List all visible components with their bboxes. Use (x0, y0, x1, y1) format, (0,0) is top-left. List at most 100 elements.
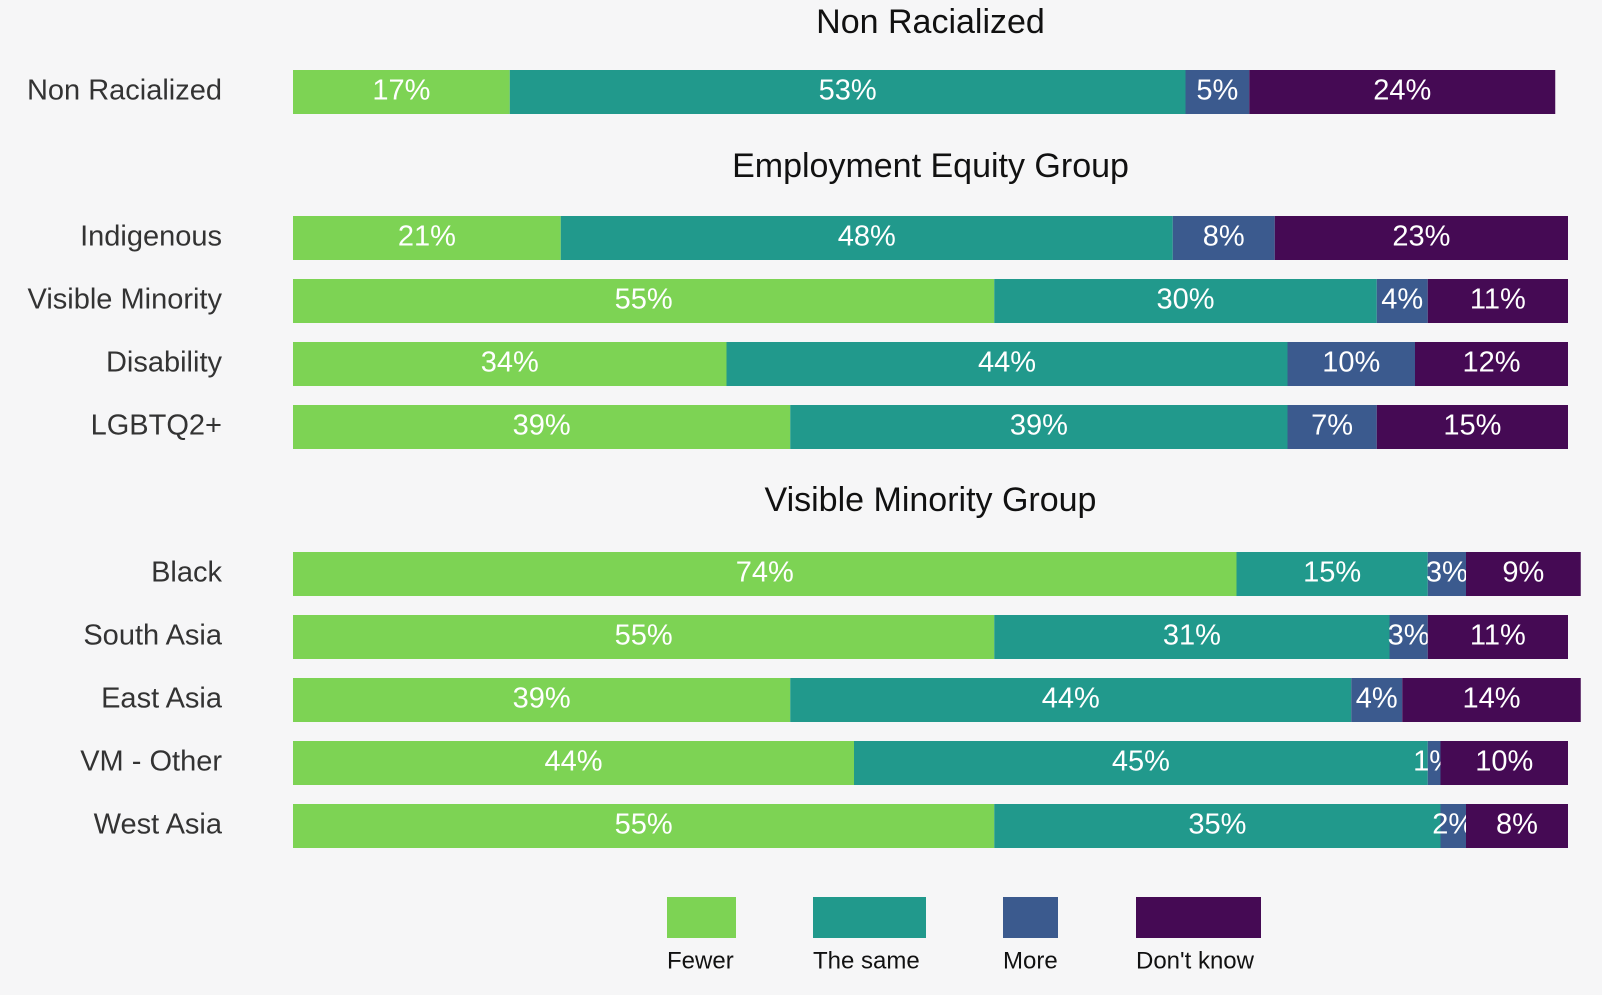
bar-segment (293, 70, 510, 114)
value-label: 8% (1203, 221, 1245, 253)
bar-segment (1440, 741, 1568, 785)
value-label: 4% (1381, 284, 1423, 316)
value-label: 15% (1443, 410, 1501, 442)
value-label: 55% (615, 809, 673, 841)
value-label: 55% (615, 284, 673, 316)
value-label: 44% (544, 746, 602, 778)
legend-swatch (1136, 897, 1261, 938)
value-label: 15% (1303, 557, 1361, 589)
bar-segment (1185, 70, 1250, 114)
value-label: 11% (1470, 620, 1526, 652)
bar-segment (994, 279, 1377, 323)
value-label: 8% (1496, 809, 1538, 841)
group-title: Employment Equity Group (732, 147, 1129, 185)
bar-segment (1249, 70, 1556, 114)
value-label: 9% (1502, 557, 1544, 589)
bar-segment (1402, 678, 1581, 722)
value-label: 30% (1156, 284, 1214, 316)
bar-segment (854, 741, 1428, 785)
bar-segment (293, 342, 727, 386)
legend-label: The same (813, 947, 920, 974)
value-label: 39% (1010, 410, 1068, 442)
bar-segment (1376, 279, 1428, 323)
bar-segment (293, 741, 854, 785)
category-label: East Asia (101, 683, 223, 715)
value-label: 24% (1373, 75, 1431, 107)
category-label: Non Racialized (27, 75, 222, 107)
bar-segment (293, 678, 791, 722)
value-label: 5% (1196, 75, 1238, 107)
value-label: 11% (1470, 284, 1526, 316)
bar-segment (293, 804, 995, 848)
value-label: 23% (1392, 221, 1450, 253)
bar-segment (293, 552, 1237, 596)
value-label: 17% (372, 75, 430, 107)
value-label: 39% (513, 410, 571, 442)
value-label: 10% (1475, 746, 1533, 778)
value-label: 35% (1188, 809, 1246, 841)
bar-segment (994, 804, 1441, 848)
group-title: Visible Minority Group (765, 481, 1097, 519)
bar-segment (1440, 804, 1466, 848)
legend-swatch (813, 897, 926, 938)
value-label: 34% (481, 347, 539, 379)
bar-segment (1274, 216, 1568, 260)
value-label: 4% (1356, 683, 1398, 715)
value-label: 39% (513, 683, 571, 715)
value-label: 12% (1462, 347, 1520, 379)
bar-segment (1427, 552, 1466, 596)
bar-segment (1427, 741, 1441, 785)
bar-segment (1351, 678, 1403, 722)
bar-segment (1172, 216, 1275, 260)
legend-label: Don't know (1136, 947, 1255, 974)
value-label: 45% (1112, 746, 1170, 778)
group-title: Non Racialized (816, 3, 1045, 41)
bar-segment (1236, 552, 1428, 596)
value-label: 74% (736, 557, 794, 589)
bar-segment (1287, 342, 1415, 386)
bar-segment (1427, 615, 1568, 659)
category-label: VM - Other (80, 746, 222, 778)
category-label: South Asia (83, 620, 223, 652)
value-label: 7% (1311, 410, 1353, 442)
bar-segment (790, 405, 1288, 449)
category-label: LGBTQ2+ (91, 410, 222, 442)
category-label: West Asia (94, 809, 223, 841)
bar-segment (1376, 405, 1568, 449)
value-label: 3% (1388, 620, 1430, 652)
bar-segment (1287, 405, 1377, 449)
value-label: 48% (838, 221, 896, 253)
bar-segment (293, 216, 561, 260)
bar-segment (293, 405, 791, 449)
legend-swatch (1003, 897, 1058, 938)
bar-segment (293, 615, 995, 659)
category-label: Indigenous (80, 221, 222, 253)
legend-label: Fewer (667, 947, 734, 974)
legend-label: More (1003, 947, 1058, 974)
bar-segment (994, 615, 1390, 659)
bar-segment (509, 70, 1186, 114)
category-label: Visible Minority (28, 284, 223, 316)
value-label: 44% (1042, 683, 1100, 715)
category-label: Disability (106, 347, 223, 379)
value-label: 10% (1322, 347, 1380, 379)
bar-segment (726, 342, 1288, 386)
value-label: 21% (398, 221, 456, 253)
bar-segment (1466, 552, 1581, 596)
bar-segment (1427, 279, 1568, 323)
bar-segment (560, 216, 1173, 260)
bar-segment (293, 279, 995, 323)
category-label: Black (151, 557, 222, 589)
value-label: 53% (819, 75, 877, 107)
value-label: 44% (978, 347, 1036, 379)
bar-segment (1466, 804, 1568, 848)
value-label: 31% (1163, 620, 1221, 652)
legend-swatch (667, 897, 736, 938)
value-label: 55% (615, 620, 673, 652)
bar-segment (1389, 615, 1428, 659)
bar-segment (790, 678, 1352, 722)
value-label: 3% (1426, 557, 1468, 589)
value-label: 14% (1462, 683, 1520, 715)
bar-segment (1415, 342, 1568, 386)
